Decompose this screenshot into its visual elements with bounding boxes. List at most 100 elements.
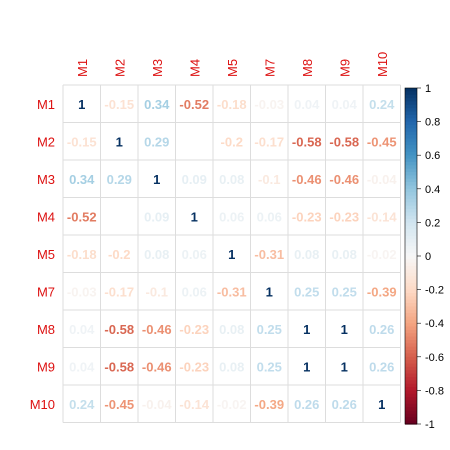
legend-color-segment [405,232,417,237]
legend-tick-label: 0.8 [425,117,440,129]
legend-tick-label: 1 [425,83,431,95]
cell-value-m9-m8: 1 [303,359,310,374]
cell-value-m10-m8: 0.26 [294,397,319,412]
cell-value-m7-m1: -0.03 [67,284,97,299]
legend-color-segment [405,182,417,187]
legend-color-segment [405,104,417,109]
column-label-m2: M2 [112,59,127,77]
legend-color-segment [405,155,417,160]
legend-color-segment [405,413,417,418]
cell-value-m9-m1: 0.04 [69,359,95,374]
cell-value-m1-m2: -0.15 [104,97,134,112]
cell-value-m9-m4: -0.23 [179,359,209,374]
cell-value-m8-m2: -0.58 [104,322,134,337]
legend-color-segment [405,108,417,113]
legend-color-segment [405,289,417,294]
legend-color-segment [405,373,417,378]
cell-value-m3-m5: 0.08 [219,172,244,187]
cell-value-m2-m5: -0.2 [221,134,243,149]
legend-color-segment [405,118,417,123]
cell-value-m3-m2: 0.29 [107,172,132,187]
legend-color-segment [405,215,417,220]
column-label-m10: M10 [375,52,390,77]
legend-color-segment [405,256,417,260]
legend-color-segment [405,407,417,412]
cell-value-m5-m10: -0.02 [367,247,397,262]
cell-value-m7-m8: 0.25 [294,284,319,299]
legend-tick-label: 0.6 [425,150,440,162]
cell-value-m1-m5: -0.18 [217,97,247,112]
cell-value-m7-m3: -0.1 [146,284,168,299]
legend-color-segment [405,376,417,381]
legend-tick-label: -0.8 [425,385,444,397]
legend-color-segment [405,222,417,227]
legend-color-segment [405,346,417,351]
legend-tick-label: -1 [425,419,435,431]
legend-color-segment [405,168,417,173]
legend-color-segment [405,420,417,425]
cell-value-m4-m9: -0.23 [329,209,359,224]
legend-color-segment [405,195,417,200]
legend-color-segment [405,208,417,213]
row-label-m4: M4 [37,209,55,224]
cell-value-m1-m1: 1 [78,97,85,112]
legend-color-segment [405,252,417,257]
legend-color-segment [405,158,417,163]
legend-color-segment [405,403,417,408]
heatmap-cells: 1 -0.15 0.34 -0.52 -0.18 -0.03 0.04 0.04 0.24 -0.… [67,97,397,412]
cell-value-m8-m7: 0.25 [257,322,282,337]
legend-color-segment [405,397,417,402]
legend-color-segment [405,276,417,281]
cell-value-m5-m4: 0.06 [182,247,207,262]
legend-color-segment [405,303,417,307]
legend-color-segment [405,309,417,314]
legend-tick-label: -0.4 [425,318,444,330]
cell-value-m10-m7: -0.39 [254,397,284,412]
cell-value-m3-m7: -0.1 [258,172,280,187]
cell-value-m5-m5: 1 [228,247,235,262]
cell-value-m10-m1: 0.24 [69,397,95,412]
row-label-m5: M5 [37,247,55,262]
cell-value-m1-m7: -0.03 [254,97,284,112]
cell-value-m5-m2: -0.2 [108,247,130,262]
legend-color-segment [405,111,417,116]
cell-value-m3-m9: -0.46 [329,172,359,187]
cell-value-m2-m2: 1 [116,134,123,149]
legend-tick-label: -0.2 [425,285,444,297]
legend-color-segment [405,366,417,371]
legend-color-segment [405,340,417,344]
cell-value-m1-m8: 0.04 [294,97,320,112]
legend-color-segment [405,198,417,203]
legend-color-segment [405,262,417,267]
cell-value-m10-m2: -0.45 [104,397,134,412]
legend-color-segment [405,172,417,176]
cell-value-m3-m4: 0.09 [182,172,207,187]
legend-color-segment [405,279,417,284]
cell-value-m7-m2: -0.17 [104,284,134,299]
cell-value-m1-m9: 0.04 [332,97,358,112]
legend-color-segment [405,245,417,250]
legend-color-segment [405,219,417,223]
cell-value-m8-m5: 0.08 [219,322,244,337]
legend-color-segment [405,266,417,271]
legend-color-segment [405,202,417,207]
legend-color-segment [405,383,417,388]
legend-color-segment [405,326,417,331]
legend-color-segment [405,323,417,328]
legend-color-segment [405,316,417,321]
cell-value-m10-m10: 1 [378,397,385,412]
row-label-m2: M2 [37,134,55,149]
color-legend: -1 -0.8 -0.6 -0.4 -0.2 0 0.2 0.4 0.6 0.8 1 [404,83,444,431]
legend-color-segment [405,249,417,254]
row-label-m8: M8 [37,322,55,337]
cell-value-m9-m2: -0.58 [104,359,134,374]
legend-tick-label: 0.4 [425,184,440,196]
cell-value-m4-m3: 0.09 [144,209,169,224]
row-label-m10: M10 [30,397,55,412]
cell-value-m10-m3: -0.04 [142,397,172,412]
cell-value-m2-m7: -0.17 [254,134,284,149]
cell-value-m8-m8: 1 [303,322,310,337]
legend-color-segment [405,161,417,166]
cell-value-m4-m8: -0.23 [292,209,322,224]
cell-value-m2-m1: -0.15 [67,134,97,149]
